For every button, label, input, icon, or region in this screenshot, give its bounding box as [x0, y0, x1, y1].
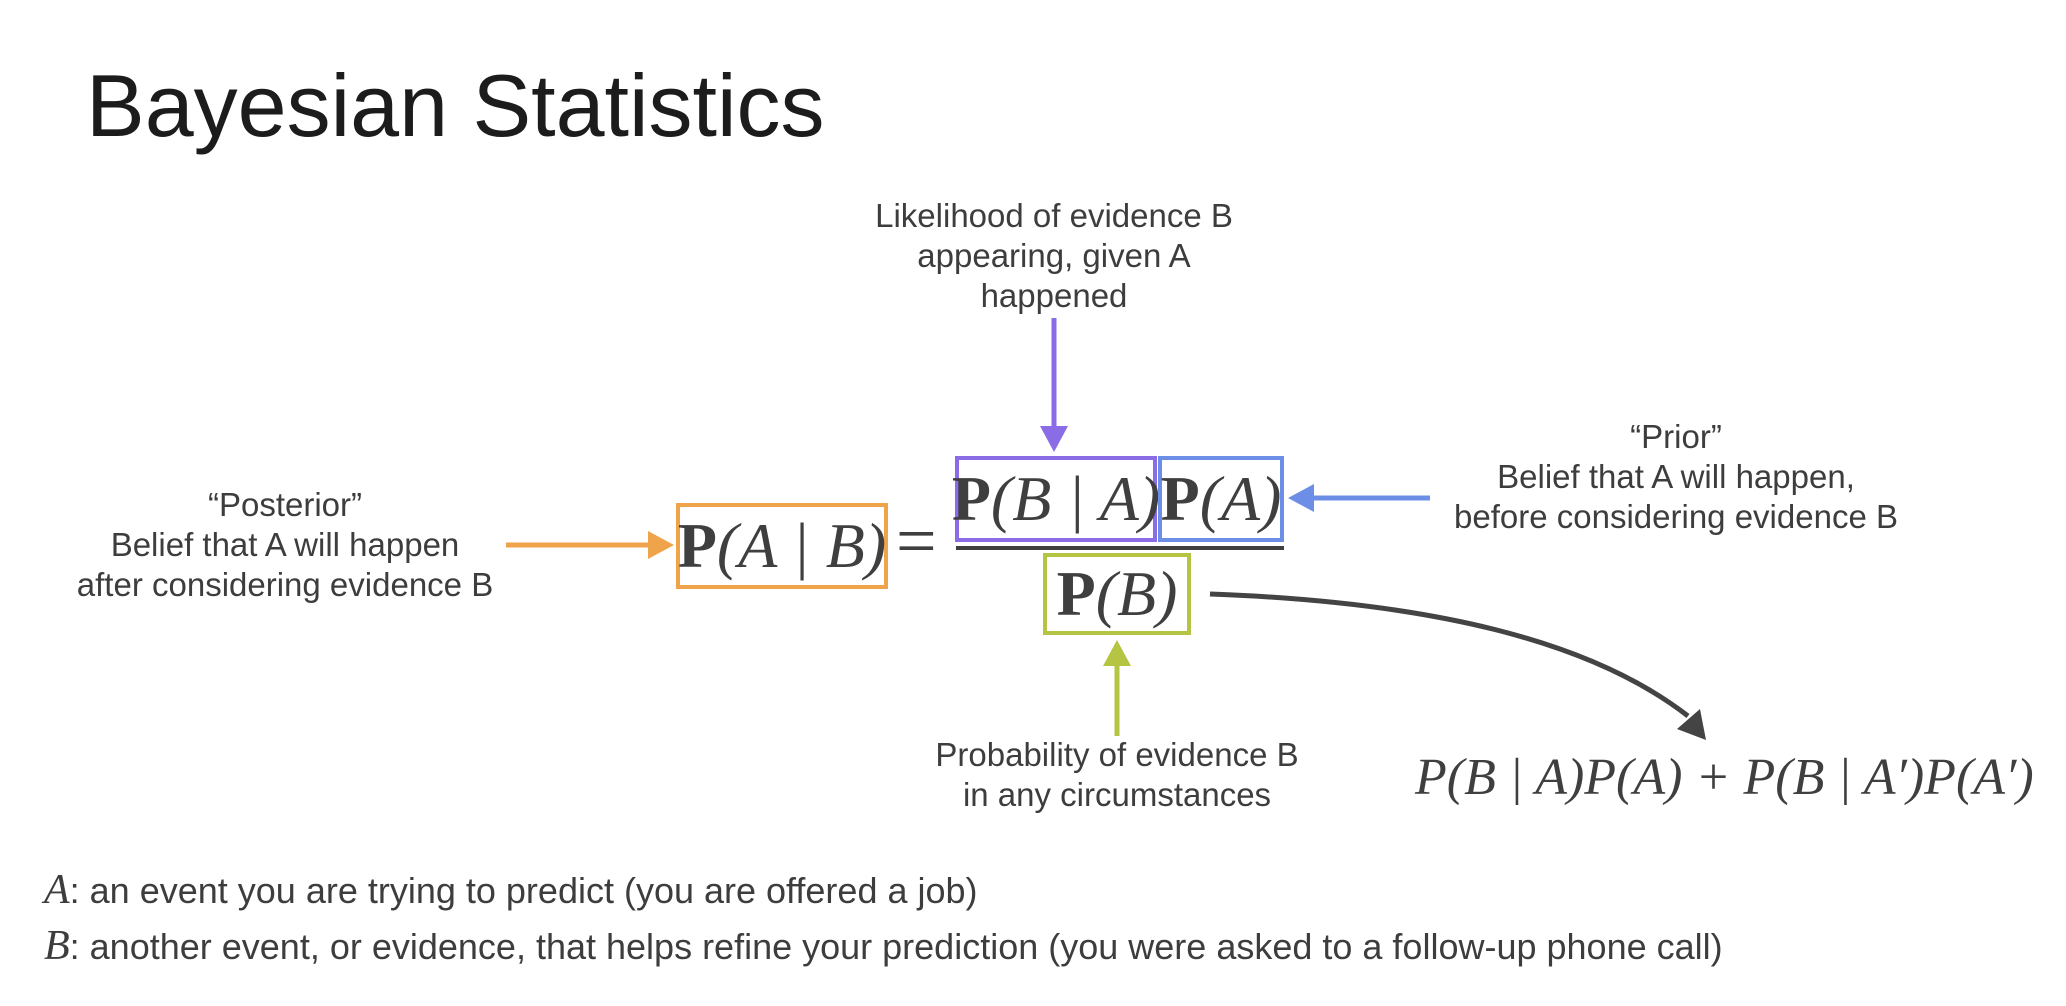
prior-args: (A)	[1199, 463, 1282, 534]
likelihood-line-1: Likelihood of evidence B	[875, 197, 1233, 234]
posterior-line-1: “Posterior”	[207, 486, 363, 523]
posterior-line-2: Belief that A will happen	[110, 526, 460, 563]
definition-b-symbol: B	[44, 923, 70, 969]
evidence-line-2: in any circumstances	[962, 776, 1272, 813]
posterior-annotation: “Posterior” Belief that A will happen af…	[77, 485, 493, 605]
likelihood-args: (B | A)	[990, 463, 1161, 534]
prior-line-1: “Prior”	[1630, 418, 1722, 455]
posterior-line-3: after considering evidence B	[76, 566, 494, 603]
arrow-down-icon	[1040, 318, 1068, 452]
prior-line-2: Belief that A will happen,	[1497, 458, 1855, 495]
definition-a-symbol: A	[44, 867, 70, 913]
definition-b: B: another event, or evidence, that help…	[44, 922, 1723, 970]
definition-b-text: : another event, or evidence, that helps…	[69, 926, 1723, 967]
evidence-annotation: Probability of evidence B in any circums…	[935, 735, 1298, 815]
evidence-args: (B)	[1095, 558, 1178, 629]
likelihood-line-3: happened	[980, 277, 1128, 314]
evidence-p: P	[1056, 558, 1096, 629]
arrow-right-icon	[506, 531, 674, 559]
prior-p: P	[1160, 463, 1200, 534]
likelihood-annotation: Likelihood of evidence B appearing, give…	[875, 196, 1233, 316]
prior-line-3: before considering evidence B	[1454, 498, 1898, 535]
evidence-expansion: P(B | A)P(A) + P(B | A′)P(A′)	[1415, 749, 2034, 806]
curved-arrow-icon	[1209, 591, 1706, 740]
posterior-args: (A | B)	[716, 510, 887, 581]
arrow-up-icon	[1103, 640, 1131, 736]
prior-annotation: “Prior” Belief that A will happen, befor…	[1454, 417, 1898, 537]
equals-sign: =	[896, 501, 937, 581]
likelihood-line-2: appearing, given A	[917, 237, 1191, 274]
posterior-box: P (A | B)	[676, 503, 888, 589]
likelihood-p: P	[951, 463, 991, 534]
page-title: Bayesian Statistics	[86, 56, 825, 155]
posterior-p: P	[677, 510, 717, 581]
likelihood-box: P (B | A)	[951, 456, 1161, 542]
arrow-left-icon	[1288, 484, 1430, 512]
fraction-bar	[956, 546, 1284, 550]
evidence-line-1: Probability of evidence B	[935, 736, 1299, 773]
evidence-box: P (B)	[1043, 553, 1191, 635]
definition-a: A: an event you are trying to predict (y…	[44, 866, 978, 914]
definition-a-text: : an event you are trying to predict (yo…	[69, 870, 978, 911]
prior-box: P (A)	[1158, 456, 1284, 542]
